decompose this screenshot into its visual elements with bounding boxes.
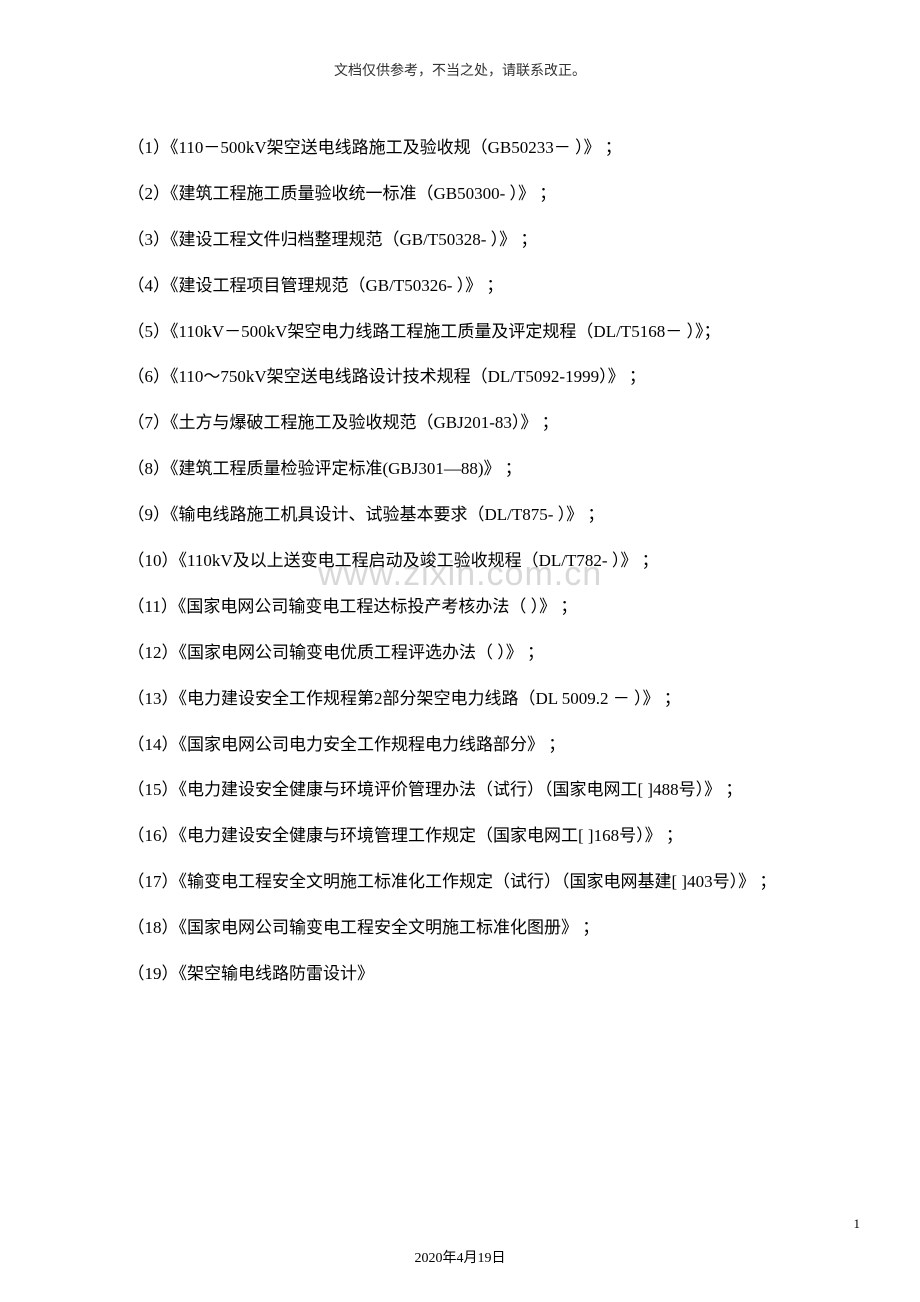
list-item: （3）《建设工程文件归档整理规范（GB/T50328- ）》 ； [85,217,835,263]
list-item: （19）《架空输电线路防雷设计》 [85,951,835,997]
document-content: （1）《110－500kV架空送电线路施工及验收规（GB50233－ ）》 ； … [85,125,835,997]
list-item: （18）《国家电网公司输变电工程安全文明施工标准化图册》 ； [85,905,835,951]
list-item: （7）《土方与爆破工程施工及验收规范（GBJ201-83）》 ； [85,400,835,446]
list-item: （2）《建筑工程施工质量验收统一标准（GB50300- ）》 ； [85,171,835,217]
list-item: （8）《建筑工程质量检验评定标准(GBJ301—88)》 ； [85,446,835,492]
list-item: （14）《国家电网公司电力安全工作规程电力线路部分》 ； [85,722,835,768]
list-item: （1）《110－500kV架空送电线路施工及验收规（GB50233－ ）》 ； [85,125,835,171]
list-item: （4）《建设工程项目管理规范（GB/T50326- ）》 ； [85,263,835,309]
list-item: （10）《110kV及以上送变电工程启动及竣工验收规程（DL/T782- ）》 … [85,538,835,584]
list-item: （11）《国家电网公司输变电工程达标投产考核办法（ ）》 ； [85,584,835,630]
page-number: 1 [854,1216,861,1232]
list-item: （15）《电力建设安全健康与环境评价管理办法（试行）（国家电网工[ ]488号）… [85,767,835,813]
list-item: （9）《输电线路施工机具设计、试验基本要求（DL/T875- ）》 ； [85,492,835,538]
list-item: （13）《电力建设安全工作规程第2部分架空电力线路（DL 5009.2 － ）》… [85,676,835,722]
footer-date: 2020年4月19日 [415,1247,506,1267]
list-item: （17）《输变电工程安全文明施工标准化工作规定（试行）（国家电网基建[ ]403… [85,859,835,905]
header-note: 文档仅供参考，不当之处，请联系改正。 [85,60,835,80]
list-item: （16）《电力建设安全健康与环境管理工作规定（国家电网工[ ]168号）》 ； [85,813,835,859]
list-item: （12）《国家电网公司输变电优质工程评选办法（ ）》 ； [85,630,835,676]
list-item: （5）《110kV－500kV架空电力线路工程施工质量及评定规程（DL/T516… [85,309,835,355]
list-item: （6）《110～750kV架空送电线路设计技术规程（DL/T5092-1999）… [85,354,835,400]
